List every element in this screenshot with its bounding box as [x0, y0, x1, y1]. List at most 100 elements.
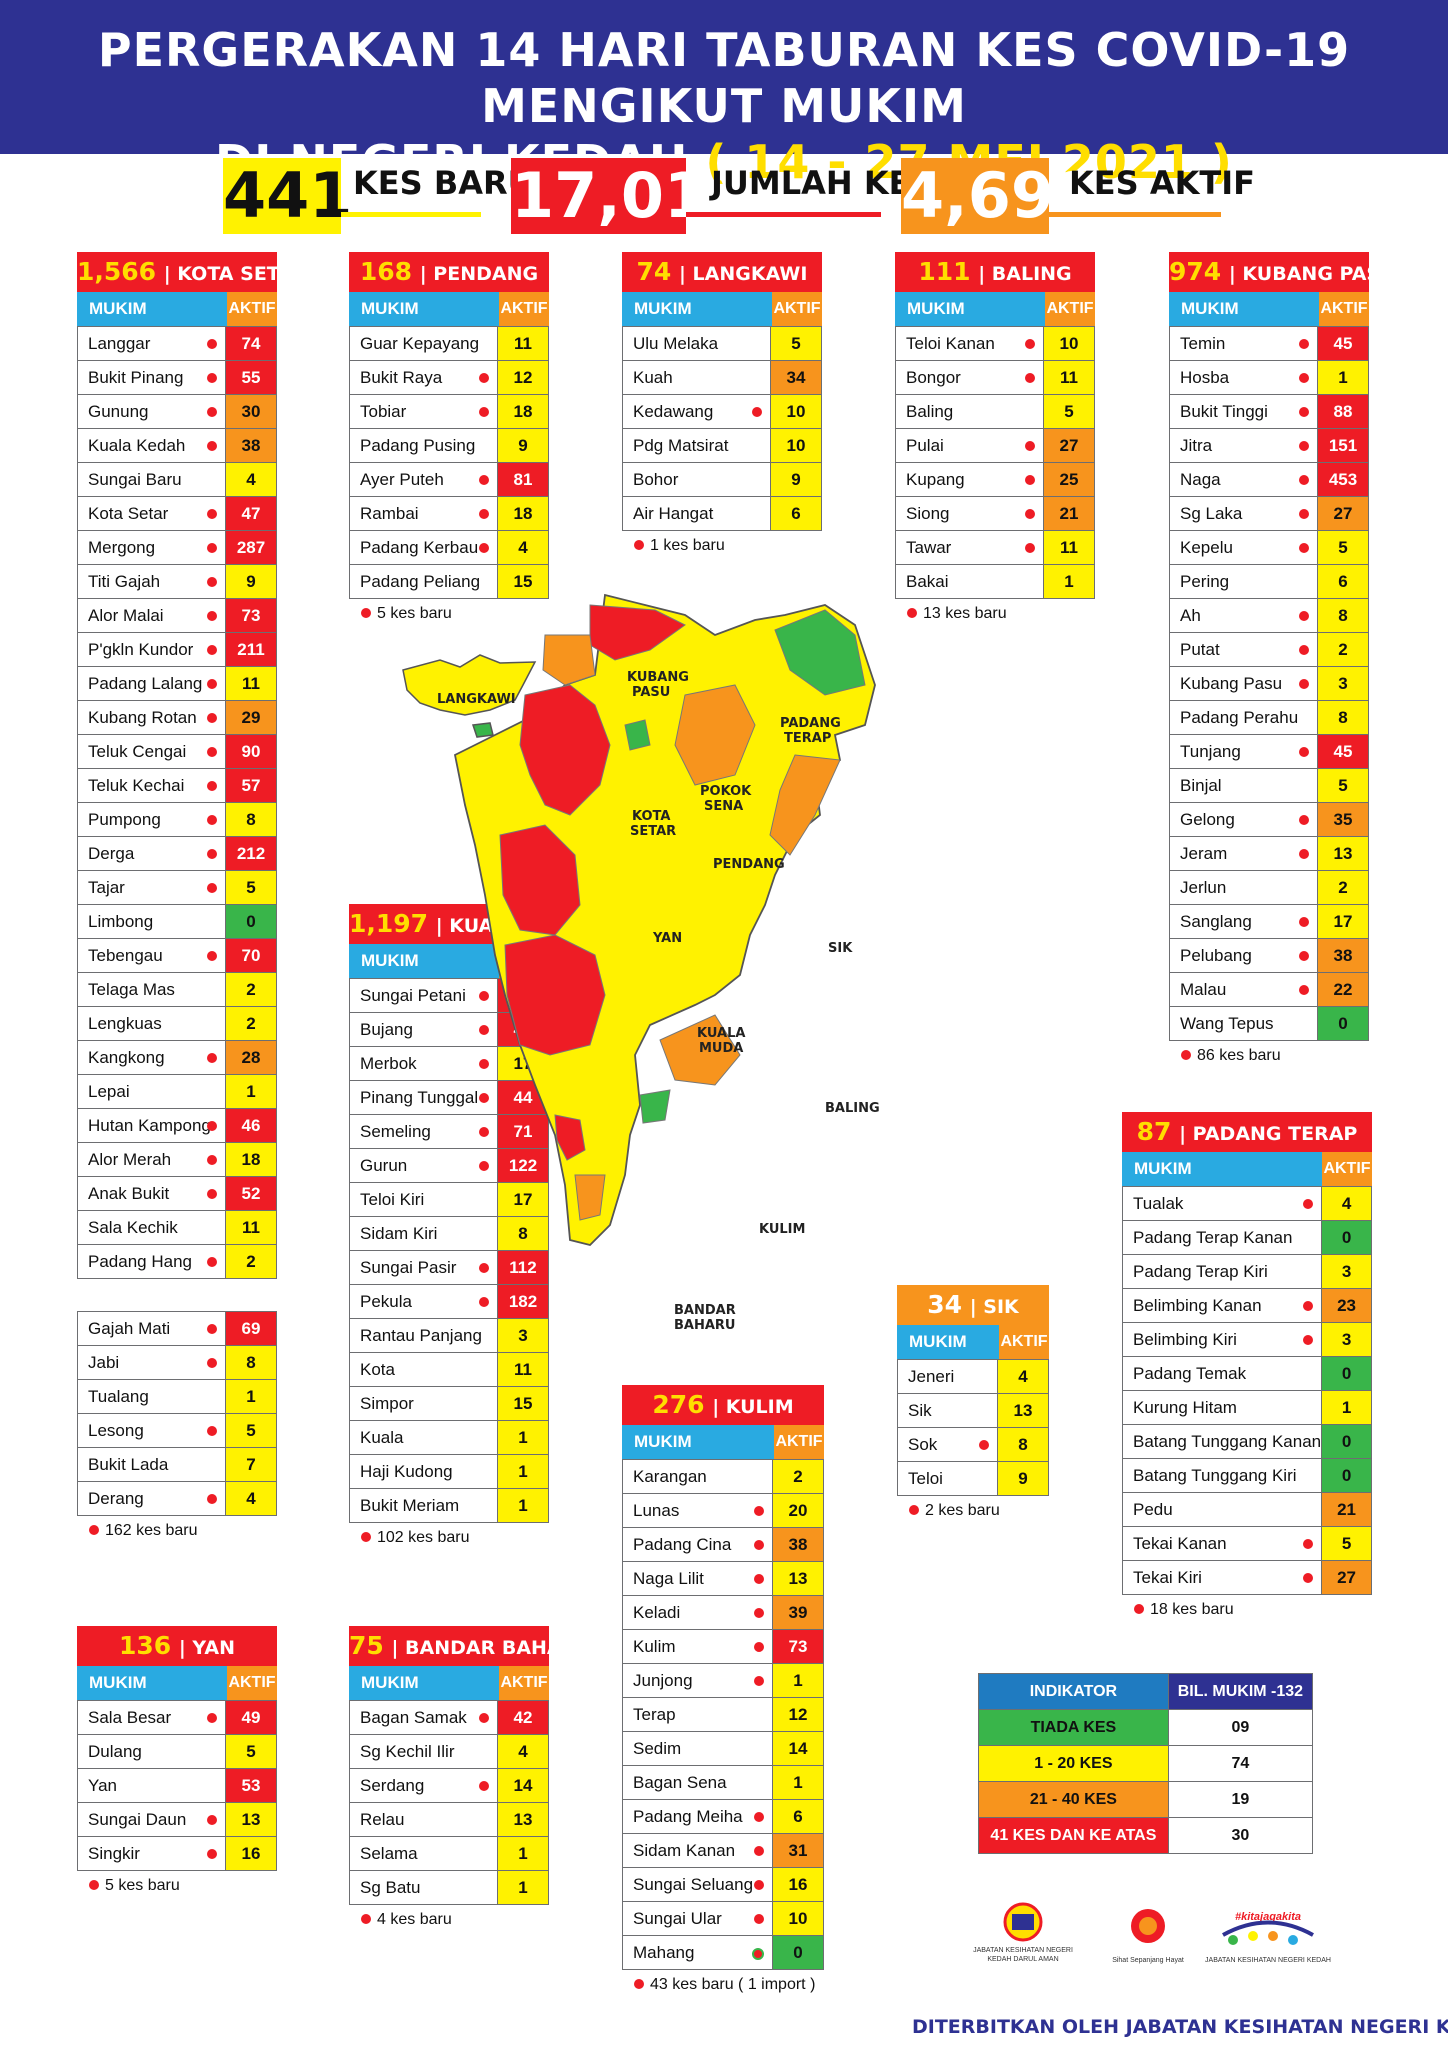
district-header: 74 | LANGKAWI [622, 252, 822, 292]
mukim-name: Tobiar [349, 394, 498, 429]
column-header-mukim: MUKIM [622, 1425, 774, 1459]
mukim-name-text: Serdang [360, 1775, 425, 1795]
legend-indicator: TIADA KES [978, 1709, 1169, 1746]
mukim-name-text: Padang Peliang [360, 571, 481, 591]
mukim-row: Singkir 16 [77, 1836, 277, 1871]
new-case-dot-icon [1303, 1199, 1314, 1209]
mukim-row: Tualak 4 [1121, 1186, 1372, 1221]
mukim-active-count: 45 [1317, 326, 1369, 361]
column-header-mukim: MUKIM [349, 292, 499, 326]
mukim-name-text: Haji Kudong [360, 1461, 453, 1481]
mukim-name: Alor Malai [77, 598, 226, 633]
mukim-row: Air Hangat 6 [622, 496, 822, 531]
mukim-name: Selama [349, 1836, 498, 1871]
new-case-dot-icon [207, 1426, 217, 1436]
mukim-name: Limbong [77, 904, 226, 939]
mukim-name: Padang Hang [77, 1244, 226, 1279]
mukim-table: Sungai Petani550Bujang42Merbok17Pinang T… [349, 978, 549, 1523]
mukim-active-count: 0 [1321, 1424, 1372, 1459]
mukim-row: Kupang 25 [895, 462, 1095, 497]
mukim-name: Malau [1169, 972, 1318, 1007]
mukim-row: Teluk Cengai 90 [77, 734, 277, 769]
mukim-row: Kuala Kedah 38 [77, 428, 277, 463]
map-region-orange-1 [542, 634, 596, 686]
mukim-active-count: 1 [497, 1420, 549, 1455]
mukim-name: Kubang Rotan [77, 700, 226, 735]
mukim-name-text: Limbong [88, 911, 154, 931]
column-header-mukim: MUKIM [349, 1666, 499, 1700]
mukim-name-text: Padang Cina [633, 1534, 732, 1554]
mukim-active-count: 13 [1317, 836, 1369, 871]
mukim-active-count: 27 [1321, 1560, 1372, 1595]
mukim-name: Teluk Kechai [77, 768, 226, 803]
mukim-row: Sungai Ular 10 [622, 1901, 824, 1936]
district-total: 168 [359, 257, 413, 286]
mukim-active-count: 4 [497, 530, 549, 565]
district-name: | PADANG TERAP [1179, 1123, 1358, 1145]
mukim-name: Belimbing Kanan [1121, 1288, 1323, 1323]
new-case-dot-icon [207, 1713, 217, 1723]
mukim-name-text: Bagan Sena [633, 1772, 727, 1792]
mukim-name: Pinang Tunggal [349, 1080, 498, 1115]
mukim-name: Langgar [77, 326, 226, 361]
mukim-active-count: 112 [497, 1250, 549, 1285]
legend-header-count: BIL. MUKIM -132 [1167, 1673, 1314, 1710]
mukim-active-count: 21 [1321, 1492, 1372, 1527]
mukim-name-text: Titi Gajah [88, 571, 161, 591]
new-case-dot-icon [479, 1059, 489, 1069]
mukim-active-count: 52 [225, 1176, 277, 1211]
mukim-name: Padang Kerbau [349, 530, 498, 565]
new-case-dot-icon [207, 849, 217, 859]
mukim-name-text: Gajah Mati [88, 1318, 171, 1338]
mukim-row: Bongor 11 [895, 360, 1095, 395]
mukim-name: Bukit Meriam [349, 1488, 498, 1523]
mukim-name: Tekai Kanan [1121, 1526, 1323, 1561]
mukim-name-text: Batang Tunggang Kiri [1133, 1465, 1297, 1485]
mukim-name-text: Kota Setar [88, 503, 169, 523]
mukim-name: Guar Kepayang [349, 326, 498, 361]
mukim-row: Simpor 15 [349, 1386, 549, 1421]
mukim-row: Titi Gajah 9 [77, 564, 277, 599]
mukim-row: Binjal 5 [1169, 768, 1369, 803]
new-case-dot-icon [207, 1257, 217, 1267]
mukim-row: Padang Pusing 9 [349, 428, 549, 463]
mukim-active-count: 5 [770, 326, 822, 361]
mukim-row: Lepai 1 [77, 1074, 277, 1109]
new-case-dot-icon [1025, 475, 1035, 485]
mukim-name-text: Batang Tunggang Kanan [1133, 1431, 1322, 1451]
new-case-dot-icon [754, 1642, 764, 1652]
column-header-aktif: AKTIF [774, 1425, 824, 1459]
mukim-active-count: 55 [225, 360, 277, 395]
column-header-mukim: MUKIM [897, 1325, 999, 1359]
new-case-dot-icon [1299, 407, 1309, 417]
mukim-name-text: Kurung Hitam [1133, 1397, 1237, 1417]
mukim-active-count: 18 [497, 394, 549, 429]
mukim-row: Padang Cina 38 [622, 1527, 824, 1562]
stat-active-cases: 4,698 KES AKTIF [901, 158, 1255, 234]
mukim-name: Alor Merah [77, 1142, 226, 1177]
mukim-row: Sg Kechil Ilir 4 [349, 1734, 549, 1769]
mukim-name: Ayer Puteh [349, 462, 498, 497]
mukim-name: Bukit Lada [77, 1447, 226, 1482]
mukim-row: Kepelu 5 [1169, 530, 1369, 565]
mukim-name: Rantau Panjang [349, 1318, 498, 1353]
mukim-row: Jitra 151 [1169, 428, 1369, 463]
district-header: 34 | SIK [897, 1285, 1049, 1325]
district-header: 276 | KULIM [622, 1385, 824, 1425]
mukim-row: Wang Tepus 0 [1169, 1006, 1369, 1041]
map-region-kota-setar-red [519, 684, 611, 816]
mukim-table: Bagan Samak 42 Sg Kechil Ilir 4 Serdang 14 Rel… [349, 1700, 549, 1905]
mukim-name: Kubang Pasu [1169, 666, 1318, 701]
mukim-active-count: 1 [772, 1663, 824, 1698]
mukim-row: Rambai 18 [349, 496, 549, 531]
new-case-dot-icon [479, 1713, 489, 1723]
new-cases-note-text: 162 kes baru [105, 1522, 198, 1539]
new-case-dot-icon [207, 543, 217, 553]
mukim-name-text: Relau [360, 1809, 405, 1829]
mukim-name-text: Telaga Mas [88, 979, 175, 999]
mukim-name-text: Rambai [360, 503, 419, 523]
mukim-name-text: Naga [1180, 469, 1221, 489]
mukim-active-count: 5 [225, 870, 277, 905]
header-banner: PERGERAKAN 14 HARI TABURAN KES COVID-19 … [0, 0, 1448, 189]
mukim-active-count: 13 [225, 1802, 277, 1837]
